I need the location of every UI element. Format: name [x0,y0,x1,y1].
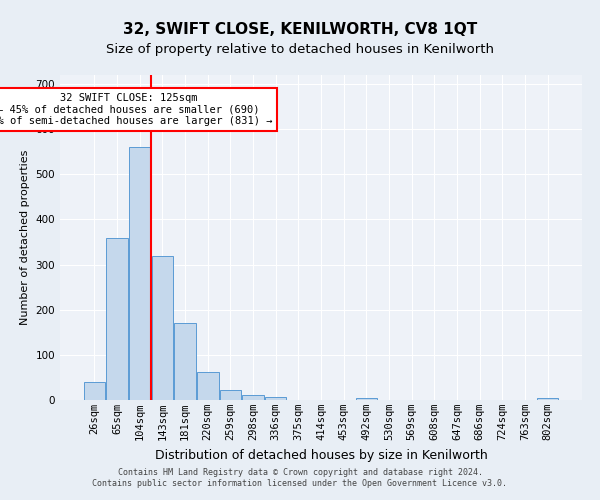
X-axis label: Distribution of detached houses by size in Kenilworth: Distribution of detached houses by size … [155,448,487,462]
Bar [129,147,151,400]
Bar [197,372,218,400]
Text: Size of property relative to detached houses in Kenilworth: Size of property relative to detached ho… [106,42,494,56]
Bar [242,396,264,400]
Bar [220,390,241,400]
Bar [84,382,105,400]
Text: 32 SWIFT CLOSE: 125sqm
← 45% of detached houses are smaller (690)
54% of semi-de: 32 SWIFT CLOSE: 125sqm ← 45% of detached… [0,93,272,126]
Bar [356,398,377,400]
Bar [265,398,286,400]
Bar [537,398,558,400]
Bar [152,256,173,400]
Bar [175,324,196,400]
Text: Contains HM Land Registry data © Crown copyright and database right 2024.
Contai: Contains HM Land Registry data © Crown c… [92,468,508,487]
Text: 32, SWIFT CLOSE, KENILWORTH, CV8 1QT: 32, SWIFT CLOSE, KENILWORTH, CV8 1QT [123,22,477,38]
Bar [106,238,128,400]
Y-axis label: Number of detached properties: Number of detached properties [20,150,30,325]
